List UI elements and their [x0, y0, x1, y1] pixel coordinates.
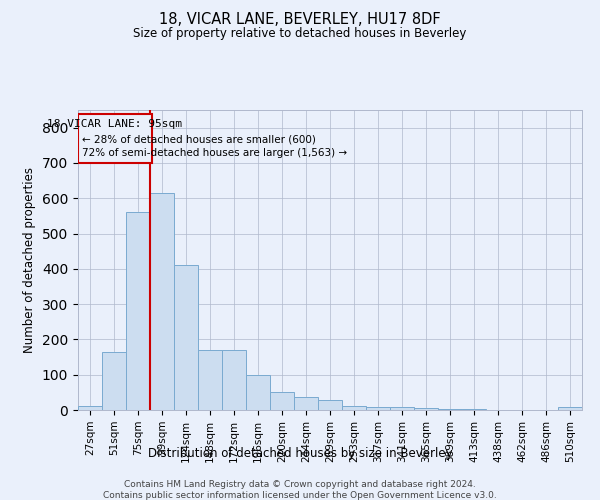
Y-axis label: Number of detached properties: Number of detached properties [23, 167, 37, 353]
Text: 18 VICAR LANE: 95sqm: 18 VICAR LANE: 95sqm [47, 120, 182, 130]
Text: 72% of semi-detached houses are larger (1,563) →: 72% of semi-detached houses are larger (… [82, 148, 347, 158]
Bar [246, 374, 270, 410]
Bar [414, 408, 438, 410]
Text: Distribution of detached houses by size in Beverley: Distribution of detached houses by size … [148, 448, 452, 460]
Bar [390, 407, 414, 410]
Text: Contains public sector information licensed under the Open Government Licence v3: Contains public sector information licen… [103, 491, 497, 500]
Bar [102, 352, 126, 410]
Bar [198, 350, 222, 410]
Bar [270, 392, 294, 410]
Text: Contains HM Land Registry data © Crown copyright and database right 2024.: Contains HM Land Registry data © Crown c… [124, 480, 476, 489]
Bar [222, 350, 246, 410]
Text: Size of property relative to detached houses in Beverley: Size of property relative to detached ho… [133, 28, 467, 40]
Bar [126, 212, 150, 410]
Bar [438, 409, 462, 410]
Bar [78, 406, 102, 410]
Bar [150, 193, 174, 410]
Bar [342, 406, 366, 410]
Bar [558, 407, 582, 410]
Text: 18, VICAR LANE, BEVERLEY, HU17 8DF: 18, VICAR LANE, BEVERLEY, HU17 8DF [159, 12, 441, 28]
Text: ← 28% of detached houses are smaller (600): ← 28% of detached houses are smaller (60… [82, 134, 316, 144]
FancyBboxPatch shape [78, 114, 152, 163]
Bar [318, 400, 342, 410]
Bar [174, 266, 198, 410]
Bar [294, 396, 318, 410]
Bar [366, 407, 390, 410]
